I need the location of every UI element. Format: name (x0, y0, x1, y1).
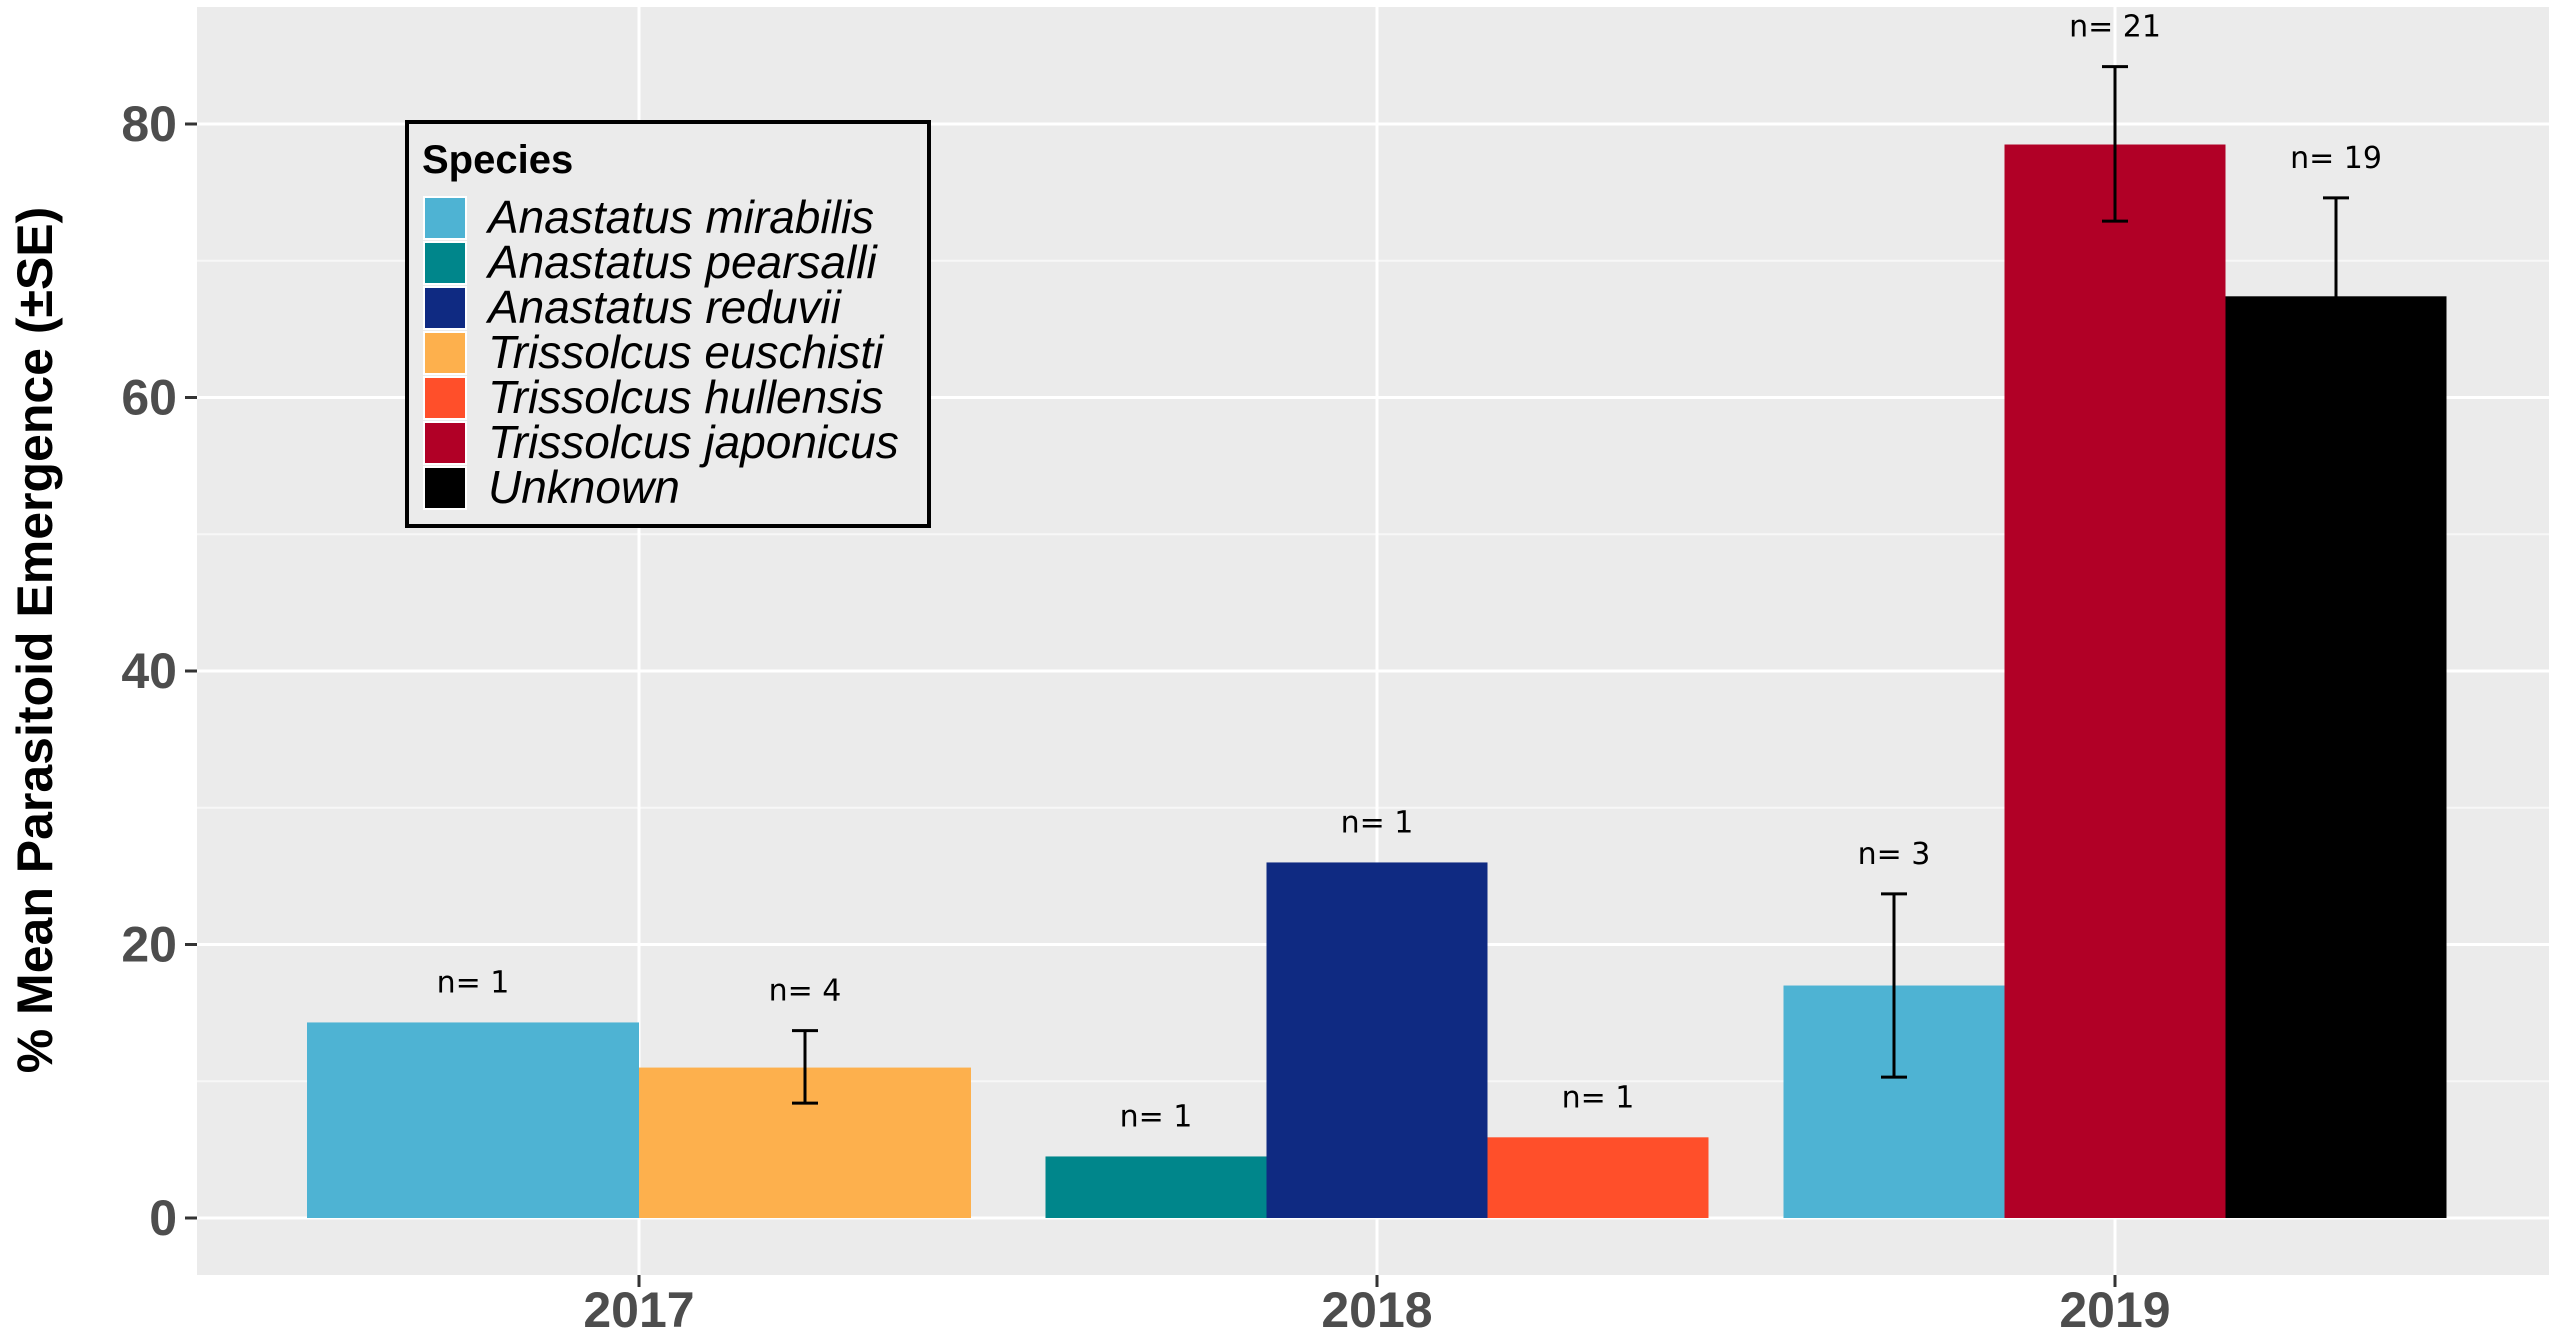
y-axis-ticks: 0 20 40 60 80 (121, 96, 197, 1246)
x-tick-label-2018: 2018 (1321, 1282, 1432, 1335)
legend-swatch-trissolcus-hullensis (423, 376, 467, 420)
legend-swatch-anastatus-mirabilis (423, 196, 467, 240)
legend-swatch-unknown (423, 466, 467, 510)
n-label-2019-anastatus-mirabilis: n= 3 (1858, 837, 1931, 872)
n-label-2018-trissolcus-hullensis: n= 1 (1562, 1080, 1635, 1115)
legend-label-anastatus-pearsalli: Anastatus pearsalli (485, 236, 878, 288)
bar-2019-unknown (2225, 296, 2447, 1218)
bar-2018-anastatus-pearsalli (1045, 1156, 1267, 1218)
y-tick-label: 60 (121, 370, 177, 426)
x-tick-label-2017: 2017 (583, 1282, 694, 1335)
n-label-2018-anastatus-pearsalli: n= 1 (1120, 1099, 1193, 1134)
legend-swatch-anastatus-pearsalli (423, 241, 467, 285)
y-tick-label: 40 (121, 643, 177, 699)
legend-box (405, 120, 931, 528)
y-tick-label: 20 (121, 917, 177, 973)
n-label-2019-unknown: n= 19 (2290, 141, 2382, 176)
n-label-2018-anastatus-reduvii: n= 1 (1341, 805, 1414, 840)
bar-2018-trissolcus-hullensis (1487, 1137, 1709, 1218)
legend-swatch-anastatus-reduvii (423, 286, 467, 330)
n-label-2017-anastatus-mirabilis: n= 1 (437, 965, 510, 1000)
error-bars-layer (792, 65, 2349, 1105)
bar-2019-trissolcus-japonicus (2004, 144, 2226, 1219)
legend-label-unknown: Unknown (488, 461, 680, 513)
legend-swatch-trissolcus-euschisti (423, 331, 467, 375)
x-tick-label-2019: 2019 (2059, 1282, 2170, 1335)
n-label-2019-trissolcus-japonicus: n= 21 (2069, 10, 2161, 45)
y-tick-label: 0 (149, 1190, 177, 1246)
legend-label-anastatus-reduvii: Anastatus reduvii (485, 281, 843, 333)
legend-label-trissolcus-hullensis: Trissolcus hullensis (488, 371, 883, 423)
y-axis-label: % Mean Parasitoid Emergence (±SE) (7, 207, 63, 1074)
n-label-2017-trissolcus-euschisti: n= 4 (769, 974, 842, 1009)
n-labels-layer: n= 1 n= 4 n= 1 n= 1 n= 1 n= 3 n= 21 n= 19 (437, 10, 2382, 1135)
legend-label-trissolcus-euschisti: Trissolcus euschisti (488, 326, 885, 378)
legend-label-anastatus-mirabilis: Anastatus mirabilis (485, 191, 874, 243)
bars-layer (307, 144, 2447, 1219)
bar-2017-anastatus-mirabilis (307, 1022, 639, 1218)
bar-2018-anastatus-reduvii (1266, 862, 1488, 1218)
y-tick-label: 80 (121, 96, 177, 152)
legend-title: Species (422, 138, 573, 182)
x-axis-ticks: 2017 2018 2019 (583, 1275, 2171, 1335)
legend-label-trissolcus-japonicus: Trissolcus japonicus (488, 416, 899, 468)
legend-swatch-trissolcus-japonicus (423, 421, 467, 465)
